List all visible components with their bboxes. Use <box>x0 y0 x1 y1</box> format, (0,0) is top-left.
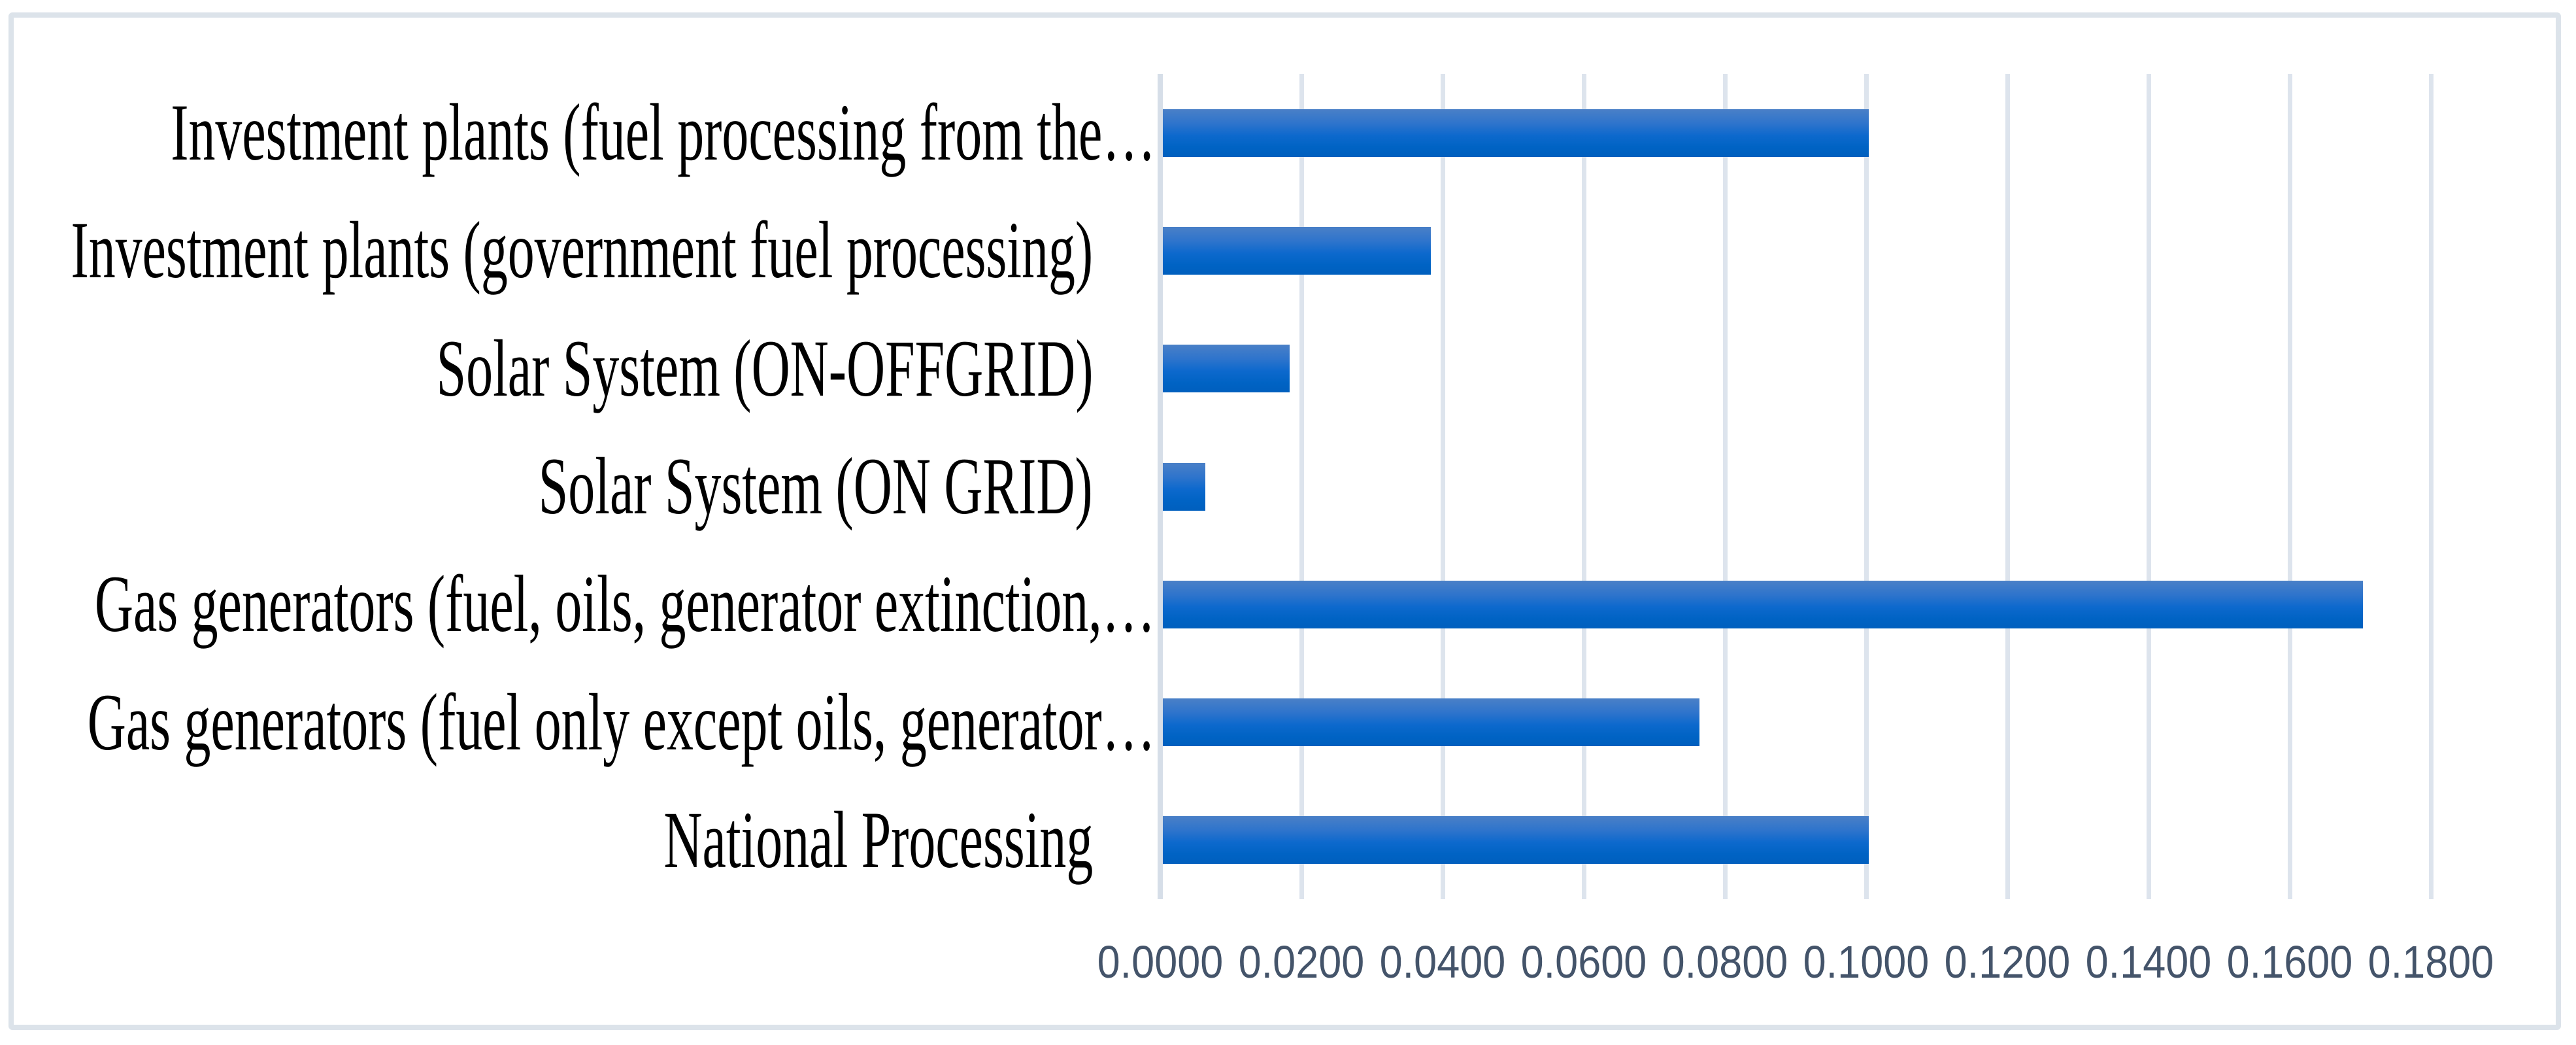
gridline <box>2146 74 2151 899</box>
value-axis-tick-label: 0.1400 <box>2085 936 2212 987</box>
gridline <box>1299 74 1304 899</box>
category-axis-line <box>1158 74 1163 899</box>
gridline <box>1440 74 1445 899</box>
gridline <box>1864 74 1869 899</box>
bar <box>1163 698 1699 747</box>
category-label: National Processing <box>663 795 1093 885</box>
value-axis-tick-label: 0.0800 <box>1662 936 1788 987</box>
category-label: Solar System (ON-OFFGRID) <box>436 323 1093 413</box>
gridline <box>2428 74 2434 899</box>
value-axis-tick-label: 0.1800 <box>2367 936 2494 987</box>
gridline <box>1581 74 1586 899</box>
value-axis-tick-label: 0.1600 <box>2226 936 2353 987</box>
bar <box>1163 109 1869 157</box>
category-label: Investment plants (fuel processing from … <box>171 88 1156 178</box>
gridline <box>2005 74 2010 899</box>
category-label: Gas generators (fuel only except oils, g… <box>88 677 1156 767</box>
gridline <box>1722 74 1728 899</box>
chart-frame-border: Investment plants (fuel processing from … <box>8 12 2561 1030</box>
category-label: Gas generators (fuel, oils, generator ex… <box>95 559 1156 649</box>
bar <box>1163 345 1290 393</box>
value-axis-tick-label: 0.0200 <box>1238 936 1365 987</box>
bar <box>1163 816 1869 865</box>
bar <box>1163 580 2363 628</box>
bar <box>1163 226 1431 275</box>
category-label: Solar System (ON GRID) <box>539 441 1093 532</box>
gridline <box>2287 74 2292 899</box>
value-axis-tick-label: 0.1000 <box>1803 936 1930 987</box>
category-label: Investment plants (government fuel proce… <box>71 205 1093 296</box>
value-axis-tick-label: 0.1200 <box>1944 936 2071 987</box>
value-axis-tick-label: 0.0400 <box>1379 936 1506 987</box>
value-axis-tick-label: 0.0600 <box>1520 936 1647 987</box>
bar <box>1163 462 1205 511</box>
value-axis-tick-label: 0.0000 <box>1097 936 1224 987</box>
